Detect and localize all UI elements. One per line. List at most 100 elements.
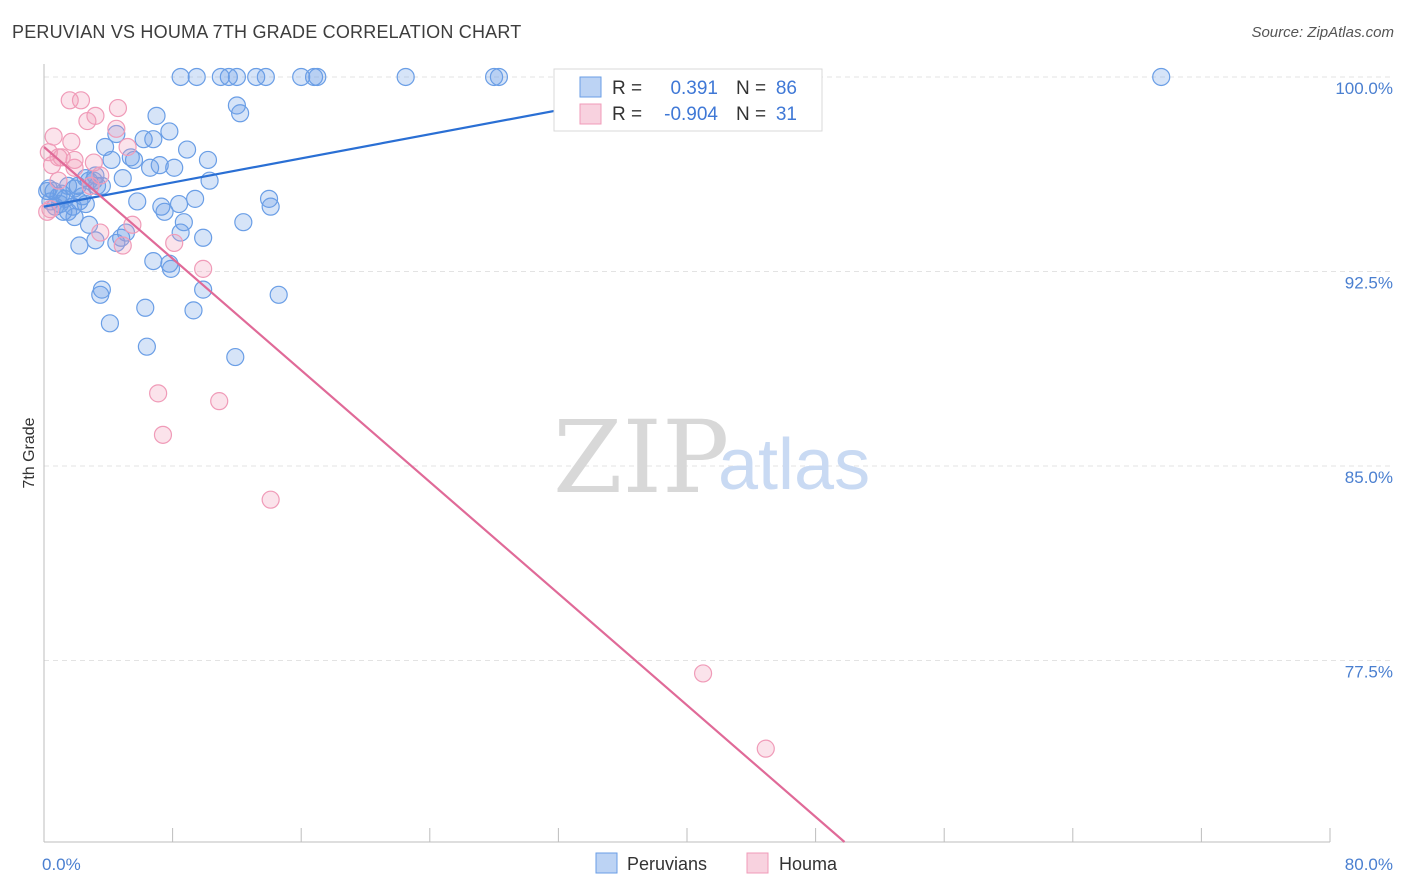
x-tick-label: 80.0% [1345, 855, 1393, 874]
point-peruvians [147, 106, 166, 125]
point-peruvians [140, 158, 160, 177]
x-tick-labels: 0.0% 80.0% [42, 855, 1393, 874]
point-houma [49, 171, 68, 190]
point-peruvians [107, 124, 126, 144]
point-houma [108, 98, 128, 118]
point-houma [118, 137, 137, 157]
axes [43, 64, 1331, 843]
point-houma [165, 233, 184, 253]
y-tick-labels: 100.0% 92.5% 85.0% 77.5% [1335, 79, 1393, 682]
point-houma [65, 158, 84, 177]
point-houma [194, 259, 213, 278]
point-peruvians [121, 148, 140, 167]
point-peruvians [234, 213, 253, 232]
grid-lines [44, 76, 1392, 661]
point-peruvians [396, 67, 415, 87]
point-peruvians [186, 189, 205, 208]
point-peruvians [144, 251, 163, 271]
point-houma [113, 236, 132, 255]
legend-r-value-peruvians: 0.391 [670, 78, 718, 99]
point-houma [261, 490, 280, 509]
x-tick-label: 0.0% [42, 855, 81, 874]
y-axis-label: 7th Grade [21, 417, 38, 488]
point-houma [62, 132, 81, 151]
point-peruvians [171, 67, 190, 87]
point-peruvians [292, 67, 311, 87]
point-peruvians [128, 192, 147, 211]
legend-r-value-houma: -0.904 [664, 104, 718, 125]
point-peruvians [102, 150, 121, 170]
point-peruvians [160, 122, 179, 141]
point-peruvians [65, 207, 84, 227]
point-houma [210, 392, 229, 411]
point-houma [153, 425, 173, 444]
point-peruvians [174, 213, 193, 232]
point-houma [693, 664, 713, 683]
point-peruvians [485, 67, 504, 87]
point-peruvians [198, 150, 218, 170]
point-peruvians [70, 236, 89, 255]
point-houma [42, 156, 62, 175]
point-peruvians [187, 67, 206, 87]
legend-r-label-houma: R = [612, 104, 642, 125]
point-peruvians [177, 140, 197, 159]
point-houma [107, 119, 126, 138]
point-houma [44, 127, 63, 146]
trend-line-houma [43, 146, 846, 843]
point-houma [78, 111, 97, 131]
point-peruvians [247, 67, 266, 87]
legend-box [553, 68, 823, 132]
point-houma [65, 150, 84, 170]
point-peruvians [144, 130, 163, 149]
point-peruvians [269, 285, 288, 304]
point-houma [71, 91, 91, 110]
legend-r-label-peruvians: R = [612, 78, 642, 99]
source-credit: Source: ZipAtlas.com [1251, 24, 1394, 41]
legend-swatch-peruvians [579, 76, 602, 98]
point-peruvians [91, 285, 110, 304]
y-tick-label: 85.0% [1345, 468, 1393, 487]
point-peruvians [134, 130, 153, 149]
watermark-zip: ZIP [553, 399, 729, 516]
point-peruvians [256, 67, 275, 87]
legend-swatch-houma [579, 103, 602, 125]
point-peruvians [137, 337, 156, 356]
point-peruvians [227, 67, 246, 87]
series-legend: Peruvians Houma [595, 852, 838, 874]
point-peruvians [261, 197, 280, 216]
point-peruvians [308, 67, 327, 87]
point-houma [756, 739, 775, 758]
series-legend-label-peruvians: Peruvians [627, 854, 707, 874]
series-legend-label-houma: Houma [779, 854, 838, 874]
point-peruvians [184, 301, 203, 320]
watermark-atlas: atlas [718, 425, 870, 505]
chart-title: PERUVIAN VS HOUMA 7TH GRADE CORRELATION … [12, 22, 522, 42]
point-peruvians [194, 280, 213, 299]
correlation-legend: R = 0.391 N = 86 R = -0.904 N = 31 [553, 68, 823, 132]
legend-n-label-houma: N = [736, 104, 766, 125]
legend-n-value-peruvians: 86 [776, 78, 797, 99]
point-houma [91, 223, 110, 242]
point-houma [38, 202, 57, 221]
point-peruvians [171, 223, 190, 242]
data-points [38, 67, 1171, 758]
point-peruvians [194, 228, 213, 247]
point-peruvians [489, 67, 509, 87]
series-legend-swatch-houma [746, 852, 769, 874]
legend-n-value-houma: 31 [776, 104, 797, 125]
point-peruvians [136, 298, 155, 317]
point-peruvians [152, 197, 171, 216]
point-peruvians [1152, 67, 1171, 87]
point-peruvians [231, 104, 250, 123]
point-peruvians [169, 194, 189, 214]
point-peruvians [39, 179, 58, 198]
series-legend-swatch-peruvians [595, 852, 618, 874]
y-tick-label: 100.0% [1335, 79, 1393, 98]
point-peruvians [155, 202, 174, 221]
point-peruvians [165, 158, 184, 177]
y-tick-label: 92.5% [1345, 273, 1393, 292]
legend-n-label-peruvians: N = [736, 78, 766, 99]
point-houma [149, 384, 168, 403]
point-peruvians [113, 169, 132, 188]
